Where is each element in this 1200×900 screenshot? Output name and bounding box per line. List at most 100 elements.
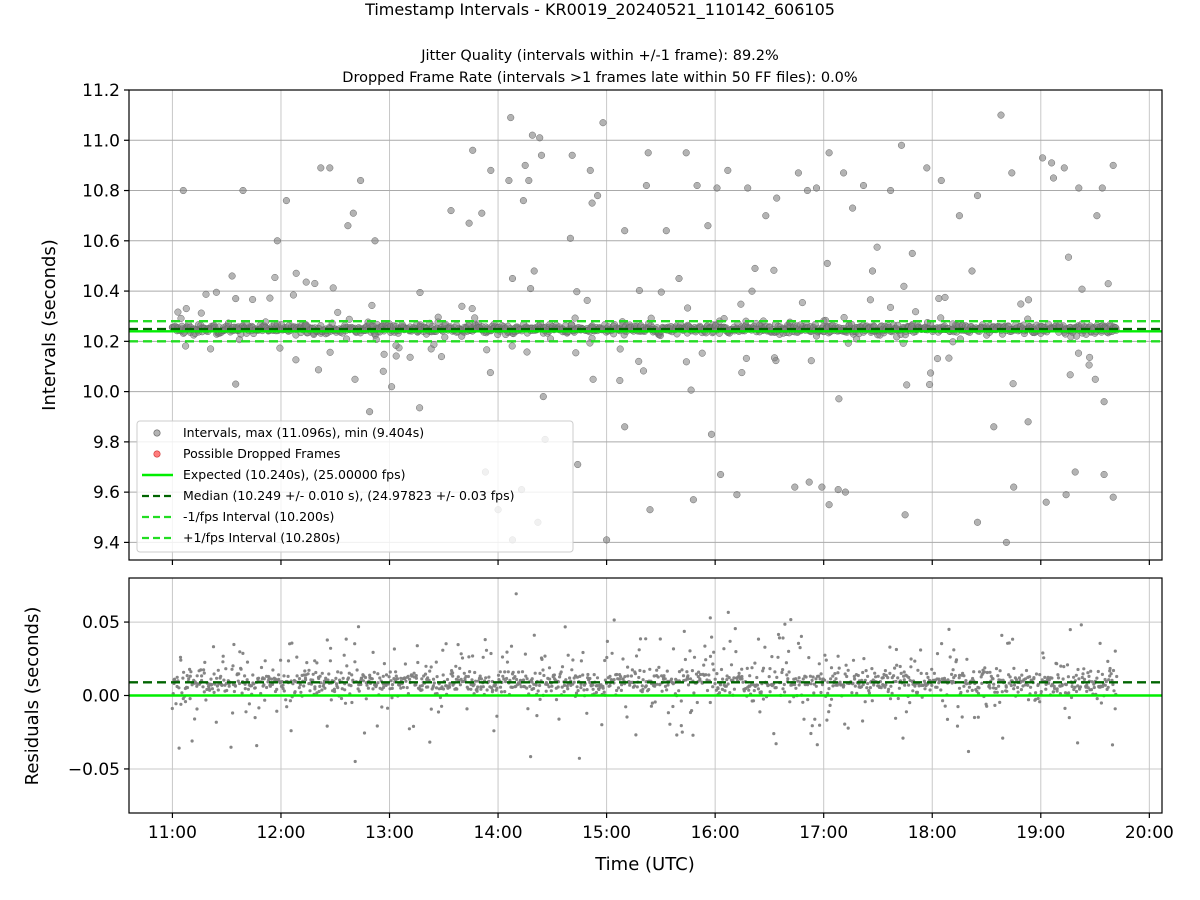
residual-point <box>376 681 380 685</box>
residual-point <box>1078 685 1083 689</box>
residual-point <box>548 677 552 681</box>
residual-point <box>492 729 496 733</box>
interval-outlier-point <box>1075 184 1083 192</box>
residual-point <box>180 691 184 695</box>
residual-point <box>411 724 416 729</box>
residual-point <box>308 689 312 693</box>
residual-point <box>1000 633 1004 638</box>
residual-point <box>495 714 499 718</box>
residual-point <box>1034 697 1038 701</box>
residual-point <box>509 644 514 648</box>
residual-point <box>424 664 428 668</box>
residual-point <box>420 688 424 692</box>
residual-point <box>177 746 181 750</box>
residual-point <box>658 637 662 641</box>
residual-point <box>788 700 792 704</box>
interval-point <box>174 308 182 316</box>
residual-point <box>327 672 331 676</box>
residual-point <box>549 689 553 693</box>
residual-point <box>698 677 702 681</box>
residual-point <box>846 668 850 672</box>
residual-point <box>585 711 589 715</box>
residual-point <box>652 674 656 678</box>
residual-point <box>534 683 538 687</box>
residual-point <box>519 685 523 689</box>
residual-point <box>320 671 324 675</box>
residual-point <box>642 669 646 674</box>
interval-point <box>657 288 665 296</box>
residual-point <box>390 696 394 700</box>
interval-outlier-point <box>586 166 594 174</box>
interval-point <box>770 266 778 274</box>
residual-point <box>621 677 625 681</box>
residual-point <box>195 674 199 678</box>
residual-point <box>850 691 854 695</box>
residual-point <box>423 672 428 676</box>
residual-point <box>387 675 391 679</box>
residual-point <box>814 684 818 688</box>
residual-point <box>776 655 780 659</box>
residual-point <box>623 675 627 679</box>
residual-point <box>1008 675 1012 679</box>
residual-point <box>896 696 900 701</box>
residual-point <box>459 652 463 656</box>
residual-point <box>952 648 956 652</box>
residual-point <box>263 698 267 702</box>
residual-point <box>395 677 400 681</box>
residual-point <box>810 678 814 683</box>
residual-point <box>602 690 606 694</box>
residual-point <box>957 676 961 680</box>
residual-point <box>819 690 823 695</box>
residual-point <box>295 674 299 678</box>
residual-point <box>957 673 962 677</box>
residual-point <box>1039 690 1043 694</box>
residual-point <box>343 688 347 692</box>
residual-point <box>705 688 710 693</box>
residual-point <box>1065 663 1070 667</box>
interval-outlier-point <box>840 169 848 177</box>
residual-point <box>641 687 645 691</box>
residual-point <box>370 677 374 681</box>
residual-point <box>946 678 950 682</box>
residual-point <box>414 676 418 680</box>
residual-point <box>962 674 966 678</box>
interval-outlier-point <box>1109 161 1117 169</box>
residual-point <box>305 661 309 665</box>
residual-point <box>227 684 231 688</box>
residual-point <box>329 698 333 702</box>
residual-point <box>231 711 235 715</box>
residual-point <box>843 672 847 676</box>
residual-point <box>1036 696 1040 701</box>
residual-point <box>723 689 727 693</box>
interval-point <box>311 279 319 288</box>
residual-point <box>761 697 766 701</box>
residual-point <box>257 706 261 710</box>
residual-point <box>976 715 980 719</box>
residual-point <box>225 688 229 693</box>
residual-point <box>339 671 343 675</box>
residual-point <box>530 680 534 684</box>
residual-point <box>1092 685 1096 690</box>
residual-point <box>436 710 441 714</box>
interval-outlier-point <box>1100 470 1108 479</box>
residual-point <box>726 682 730 686</box>
residual-point <box>615 672 619 677</box>
intervals-y-tick-label-9: 11.2 <box>82 81 120 101</box>
residual-point <box>175 675 179 679</box>
residual-point <box>420 677 424 681</box>
interval-outlier-point <box>823 259 831 267</box>
residual-point <box>311 678 315 682</box>
residual-point <box>343 701 348 705</box>
interval-outlier-point <box>536 134 544 142</box>
residual-point <box>290 641 294 645</box>
residual-point <box>210 687 214 691</box>
residual-point <box>836 654 840 658</box>
residual-point <box>862 657 866 661</box>
residual-point <box>526 707 530 711</box>
residual-point <box>959 690 963 695</box>
interval-point <box>266 294 274 302</box>
interval-point <box>687 386 695 394</box>
residuals-panel: −0.050.000.05 11:00 12:00 13:00 14:00 15:00 1… <box>22 577 1174 875</box>
residual-point <box>432 681 436 685</box>
residual-point <box>496 673 501 677</box>
